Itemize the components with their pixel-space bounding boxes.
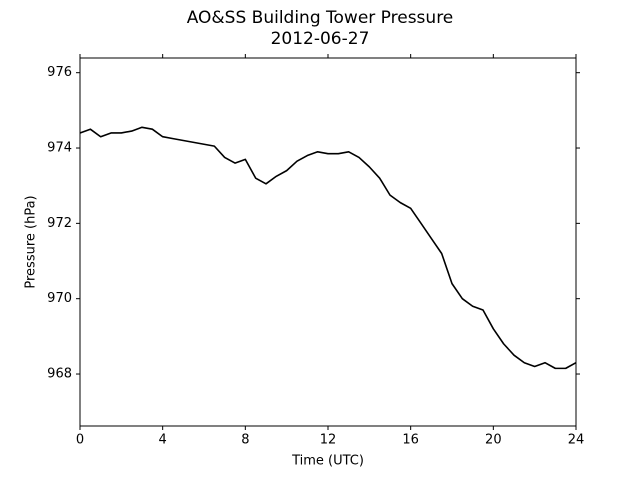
x-tick-label: 16 [402, 433, 419, 448]
y-tick-label: 974 [47, 141, 72, 156]
y-tick-label: 972 [47, 216, 72, 231]
x-tick-label: 0 [76, 433, 84, 448]
x-tick-label: 4 [159, 433, 167, 448]
chart-subtitle: 2012-06-27 [271, 29, 370, 49]
y-tick-label: 968 [47, 367, 72, 382]
x-tick-label: 12 [320, 433, 337, 448]
y-tick-label: 970 [47, 291, 72, 306]
x-tick-label: 8 [241, 433, 249, 448]
x-tick-label: 20 [485, 433, 502, 448]
data-line [79, 126, 577, 370]
y-tick-label: 976 [47, 65, 72, 80]
chart-title: AO&SS Building Tower Pressure [187, 8, 454, 28]
x-tick-label: 24 [568, 433, 585, 448]
y-axis-label: Pressure (hPa) [24, 195, 39, 288]
x-axis-label: Time (UTC) [291, 454, 364, 469]
